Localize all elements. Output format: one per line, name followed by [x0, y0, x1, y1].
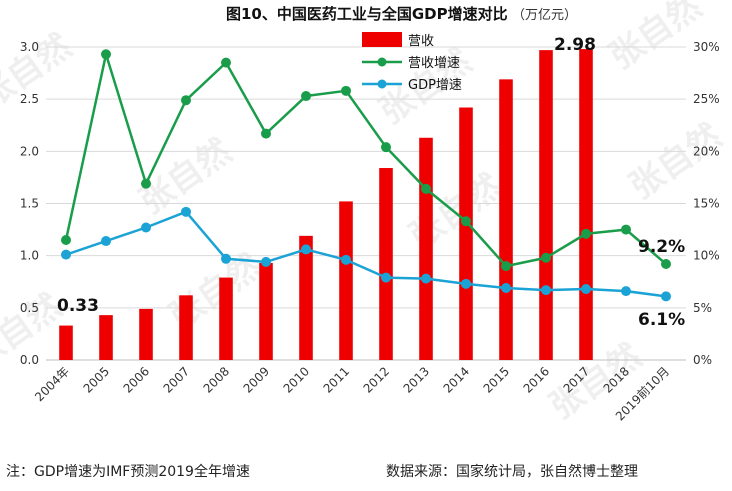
left-tick-label: 1.0 — [20, 249, 39, 263]
watermark-text: 张自然 — [602, 0, 708, 77]
gdp-growth-point — [141, 222, 151, 233]
data-source: 数据来源：国家统计局，张自然博士整理 — [386, 463, 638, 480]
x-tick-label: 2012 — [361, 364, 392, 395]
x-tick-label: 2011 — [321, 364, 352, 395]
legend-revenue-growth-label: 营收增速 — [408, 56, 460, 71]
revenue-bar — [579, 49, 593, 360]
legend-gdp-growth-marker — [377, 79, 387, 89]
revenue-growth-point — [501, 261, 511, 272]
revenue-bars — [59, 49, 593, 361]
revenue-growth-point — [101, 49, 111, 60]
revenue-growth-point — [301, 91, 311, 102]
revenue-bar — [459, 107, 473, 360]
legend-gdp-growth-label: GDP增速 — [408, 78, 462, 93]
right-tick-label: 15% — [693, 197, 720, 211]
right-axis-ticks: 0% 5% 10% 15% 20% 25% 30% — [693, 40, 720, 367]
legend: 营收 营收增速 GDP增速 — [362, 32, 462, 93]
x-tick-label: 2010 — [281, 364, 312, 395]
gdp-growth-point — [381, 272, 391, 283]
x-tick-label: 2014 — [441, 364, 472, 395]
left-tick-label: 3.0 — [20, 40, 39, 54]
gdp-growth-point — [101, 236, 111, 247]
revenue-growth-point — [341, 85, 351, 96]
revenue-bar — [259, 262, 273, 360]
right-tick-label: 10% — [693, 249, 720, 263]
gdp-growth-point — [501, 283, 511, 294]
revenue-growth-point — [181, 95, 191, 106]
gdp-growth-point — [221, 253, 231, 264]
revenue-growth-point — [461, 216, 471, 227]
gdp-growth-point — [661, 291, 671, 302]
revenue-growth-line — [64, 53, 667, 268]
revenue-bar — [179, 295, 193, 360]
legend-revenue-swatch — [362, 32, 402, 47]
revenue-growth-point — [621, 224, 631, 235]
revenue-bar — [299, 235, 313, 360]
gdp-growth-point — [541, 285, 551, 296]
x-tick-label: 2007 — [161, 364, 192, 395]
revenue-bar — [59, 325, 73, 360]
left-tick-label: 2.5 — [20, 92, 39, 106]
revenue-growth-point — [61, 235, 71, 246]
revenue-growth-point — [141, 178, 151, 189]
x-tick-label: 2006 — [121, 364, 152, 395]
chart-title: 图10、中国医药工业与全国GDP增速对比 — [226, 5, 508, 23]
legend-revenue-growth-marker — [377, 57, 387, 67]
left-axis-ticks: 0.0 0.5 1.0 1.5 2.0 2.5 3.0 — [20, 40, 39, 367]
revenue-growth-point — [421, 183, 431, 194]
x-tick-label: 2015 — [481, 364, 512, 395]
revenue-bar — [99, 315, 113, 360]
revenue-bar — [219, 277, 233, 360]
watermark-text: 张自然 — [622, 116, 728, 207]
left-tick-label: 0.0 — [20, 353, 39, 367]
legend-revenue-label: 营收 — [408, 34, 434, 49]
gdp-growth-point — [461, 278, 471, 289]
callout-first-revenue: 0.33 — [57, 296, 99, 316]
gdp-growth-point — [341, 254, 351, 265]
left-tick-label: 1.5 — [20, 197, 39, 211]
gdp-growth-point — [581, 284, 591, 295]
unit-label: （万亿元） — [512, 8, 577, 23]
callout-last-revenue: 2.98 — [554, 35, 596, 55]
revenue-growth-point — [261, 128, 271, 139]
revenue-growth-point — [381, 142, 391, 153]
gdp-growth-point — [61, 249, 71, 260]
footnote: 注：GDP增速为IMF预测2019全年增速 — [6, 463, 250, 480]
right-tick-label: 0% — [693, 353, 712, 367]
gdp-growth-point — [301, 244, 311, 255]
gdp-growth-point — [621, 286, 631, 297]
left-tick-label: 2.0 — [20, 144, 39, 158]
right-tick-label: 5% — [693, 301, 712, 315]
gdp-growth-point — [181, 206, 191, 217]
watermark-text: 张自然 — [0, 26, 79, 117]
revenue-bar — [419, 137, 433, 360]
gdp-growth-line — [65, 210, 667, 298]
x-tick-label: 2005 — [81, 364, 112, 395]
callout-gdp-growth-2019: 6.1% — [638, 310, 685, 330]
revenue-growth-point — [221, 57, 231, 68]
gdp-growth-point — [421, 273, 431, 284]
gdp-growth-point — [261, 256, 271, 267]
watermark-text: 张自然 — [542, 336, 648, 427]
right-tick-label: 25% — [693, 92, 720, 106]
x-tick-label: 2008 — [201, 364, 232, 395]
x-tick-label: 2009 — [241, 364, 272, 395]
revenue-bar — [379, 168, 393, 360]
callout-revenue-growth-2019: 9.2% — [638, 237, 685, 257]
revenue-bar — [539, 50, 553, 360]
revenue-growth-point — [661, 259, 671, 270]
right-tick-label: 30% — [693, 40, 720, 54]
revenue-bar — [339, 201, 353, 360]
revenue-bar — [139, 308, 153, 360]
growth-lines — [61, 49, 671, 302]
right-tick-label: 20% — [693, 144, 720, 158]
x-tick-label: 2004年 — [32, 364, 72, 404]
x-tick-label: 2013 — [401, 364, 432, 395]
left-tick-label: 0.5 — [20, 301, 39, 315]
revenue-growth-point — [581, 228, 591, 239]
revenue-growth-point — [541, 252, 551, 263]
revenue-bar — [499, 79, 513, 361]
